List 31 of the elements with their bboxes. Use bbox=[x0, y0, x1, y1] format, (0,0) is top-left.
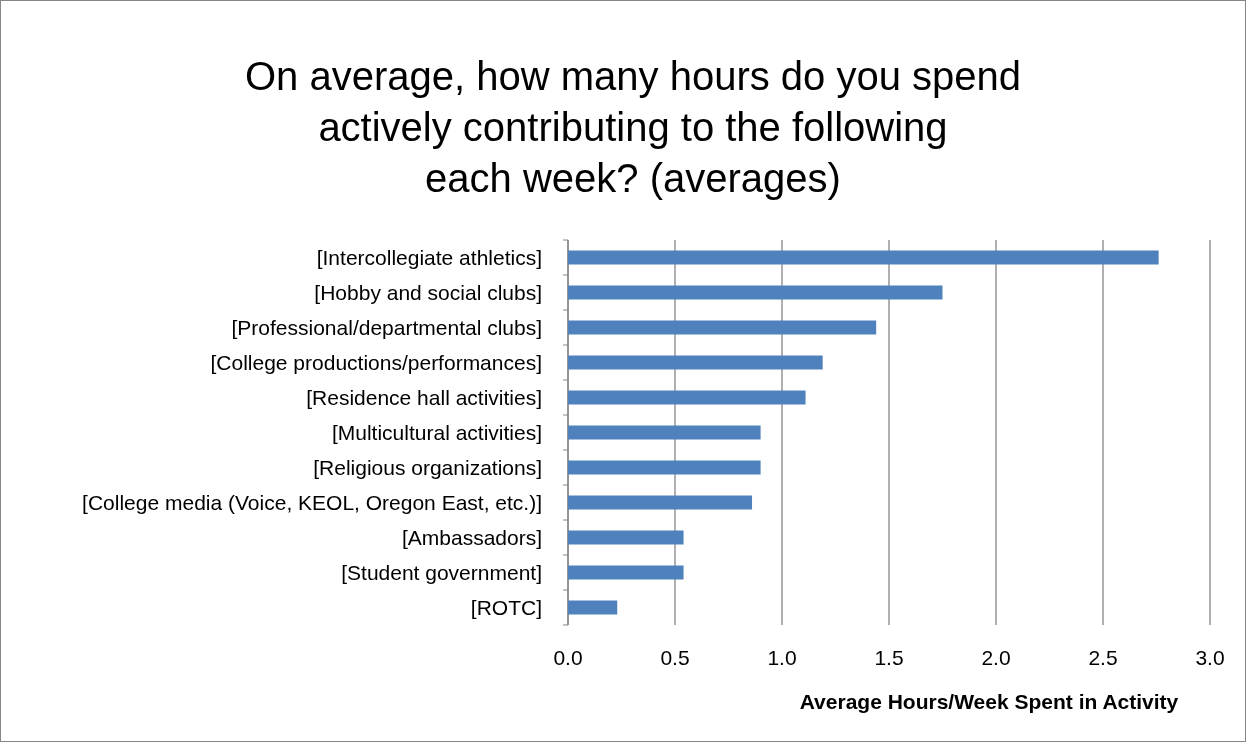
x-tick-label: 1.5 bbox=[874, 646, 904, 669]
x-tick-label: 1.0 bbox=[767, 646, 797, 669]
bar bbox=[568, 285, 943, 300]
bar bbox=[568, 565, 684, 580]
bar bbox=[568, 460, 761, 475]
y-tick-label: [College productions/performances] bbox=[210, 350, 542, 374]
x-tick-label: 2.0 bbox=[981, 646, 1011, 669]
y-tick-label: [Residence hall activities] bbox=[306, 385, 542, 409]
x-tick-label: 0.0 bbox=[553, 646, 583, 669]
x-tick-label: 2.5 bbox=[1088, 646, 1118, 669]
x-tick-label: 0.5 bbox=[660, 646, 690, 669]
bar bbox=[568, 530, 684, 545]
y-tick-label: [Intercollegiate athletics] bbox=[316, 245, 542, 269]
y-tick-label: [ROTC] bbox=[470, 595, 542, 619]
bar bbox=[568, 495, 753, 510]
bar bbox=[568, 390, 806, 405]
y-tick-label: [Student government] bbox=[341, 560, 542, 584]
bar bbox=[568, 250, 1159, 265]
bar bbox=[568, 355, 823, 370]
y-tick-label: [Religious organizations] bbox=[313, 455, 542, 479]
bar bbox=[568, 320, 877, 335]
chart-title: On average, how many hours do you spend actively contributing to the following each week? (averages) bbox=[244, 54, 1022, 200]
bar bbox=[568, 600, 618, 615]
y-tick-label: [Professional/departmental clubs] bbox=[231, 315, 542, 339]
y-tick-label: [College media (Voice, KEOL, Oregon East, etc.)] bbox=[82, 490, 542, 514]
y-tick-label: [Ambassadors] bbox=[401, 525, 542, 549]
x-axis-title: Average Hours/Week Spent in Activity bbox=[799, 690, 1179, 713]
y-tick-label: [Multicultural activities] bbox=[331, 420, 542, 444]
bar bbox=[568, 425, 761, 440]
x-tick-label: 3.0 bbox=[1195, 646, 1225, 669]
y-tick-label: [Hobby and social clubs] bbox=[314, 280, 542, 304]
